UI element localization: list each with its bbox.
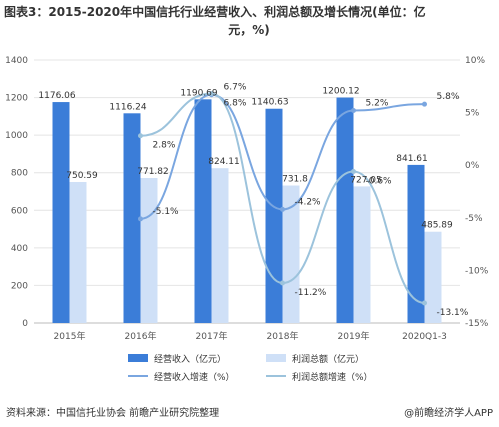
chart-title: 图表3：2015-2020年中国信托行业经营收入、利润总额及增长情况(单位：亿 … <box>4 4 494 39</box>
line-series <box>138 91 427 306</box>
category-label: 2016年 <box>125 330 157 342</box>
revenue-bar <box>336 97 354 323</box>
profit-bar <box>69 181 87 323</box>
revenue-growth-point <box>351 107 356 113</box>
line-data-labels: -5.1% 6.7% -4.2% 5.2% 5.8% 2.8% 6.8% -11.2% -0.6… <box>153 83 469 318</box>
revenue-growth-label: 5.8% <box>437 92 460 102</box>
profit-bar <box>211 168 229 323</box>
revenue-growth-label: -5.1% <box>153 207 180 217</box>
right-tick-label: 10% <box>465 56 485 66</box>
legend-label: 利润总额（亿元） <box>292 353 364 365</box>
bar-data-labels: 1176.06 1116.24 1190.69 1140.63 1200.12 841.6… <box>38 87 453 231</box>
revenue-bar <box>194 99 212 324</box>
category-label: 2019年 <box>338 330 370 342</box>
bar-series <box>52 97 442 324</box>
revenue-growth-label: 5.2% <box>366 98 389 108</box>
revenue-growth-point <box>422 101 427 107</box>
revenue-bar-label: 1176.06 <box>38 91 75 101</box>
revenue-growth-point <box>280 206 285 212</box>
profit-growth-label: -11.2% <box>295 288 327 298</box>
revenue-bar-label: 1116.24 <box>109 102 146 112</box>
right-tick-label: -15% <box>465 319 489 329</box>
profit-bar-label: 771.82 <box>137 167 169 177</box>
right-tick-label: 0% <box>465 161 480 171</box>
category-label: 2015年 <box>54 330 86 342</box>
legend-label: 利润总额增速（%） <box>292 371 373 383</box>
profit-growth-point <box>209 91 214 97</box>
grid-lines <box>34 59 460 324</box>
chart-title-line1: 图表3：2015-2020年中国信托行业经营收入、利润总额及增长情况(单位：亿 <box>4 5 426 19</box>
profit-growth-label: -13.1% <box>437 308 469 318</box>
revenue-bar <box>407 164 425 323</box>
profit-bar-label: 727.05 <box>350 175 382 185</box>
legend-swatch <box>128 354 148 362</box>
profit-growth-point <box>422 300 427 306</box>
left-tick-label: 600 <box>11 206 28 216</box>
category-label: 2017年 <box>196 330 228 342</box>
profit-bar <box>282 185 300 323</box>
profit-bar <box>353 186 371 323</box>
revenue-bar-label: 1190.69 <box>180 88 217 98</box>
right-tick-label: -10% <box>465 266 489 276</box>
revenue-growth-point <box>138 216 143 222</box>
category-axis-labels: 2015年 2016年 2017年 2018年 2019年 2020Q1-3 <box>54 330 447 342</box>
profit-bar-label: 731.8 <box>282 175 308 185</box>
revenue-growth-label: 6.7% <box>224 83 247 93</box>
legend: 经营收入（亿元） 利润总额（亿元） 经营收入增速（%） 利润总额增速（%） <box>128 353 373 383</box>
profit-growth-point <box>351 169 356 175</box>
revenue-growth-label: -4.2% <box>295 197 322 207</box>
profit-growth-label: -0.6% <box>366 177 393 187</box>
revenue-bar-label: 841.61 <box>396 154 428 164</box>
right-axis-ticks: -15% -10% -5% 0% 5% 10% <box>465 56 489 329</box>
revenue-bar <box>123 113 141 324</box>
revenue-bar-label: 1200.12 <box>322 87 359 97</box>
profit-growth-label: 6.8% <box>224 99 247 109</box>
left-tick-label: 200 <box>11 281 28 291</box>
revenue-bar-label: 1140.63 <box>251 98 288 108</box>
left-tick-label: 1000 <box>5 131 28 141</box>
revenue-bar <box>265 108 283 323</box>
profit-bar-label: 750.59 <box>66 171 98 181</box>
right-tick-label: 5% <box>465 109 480 119</box>
combo-chart: 0 200 400 600 800 1000 1200 1400 -15% -10% -5% 0% 5… <box>5 56 489 383</box>
revenue-bar <box>52 102 70 323</box>
brand-credit: @前瞻经济学人APP <box>404 408 493 419</box>
right-tick-label: -5% <box>465 214 483 224</box>
left-tick-label: 1400 <box>5 56 28 66</box>
legend-swatch <box>266 354 286 362</box>
profit-growth-point <box>280 280 285 286</box>
profit-bar <box>140 178 158 323</box>
source-note: 资料来源：中国信托业协会 前瞻产业研究院整理 <box>6 408 220 419</box>
left-tick-label: 0 <box>22 319 28 329</box>
profit-bar-label: 485.89 <box>421 221 453 231</box>
profit-bar <box>424 231 442 323</box>
left-axis-ticks: 0 200 400 600 800 1000 1200 1400 <box>5 56 28 329</box>
left-tick-label: 1200 <box>5 94 28 104</box>
category-label: 2020Q1-3 <box>402 332 447 342</box>
legend-label: 经营收入（亿元） <box>154 353 226 365</box>
chart-title-line2: 元，%) <box>228 23 270 37</box>
left-tick-label: 800 <box>11 169 28 179</box>
category-label: 2018年 <box>267 330 299 342</box>
profit-bar-label: 824.11 <box>208 157 240 167</box>
legend-label: 经营收入增速（%） <box>154 371 235 383</box>
left-tick-label: 400 <box>11 244 28 254</box>
profit-growth-label: 2.8% <box>153 141 176 151</box>
profit-growth-point <box>138 133 143 139</box>
